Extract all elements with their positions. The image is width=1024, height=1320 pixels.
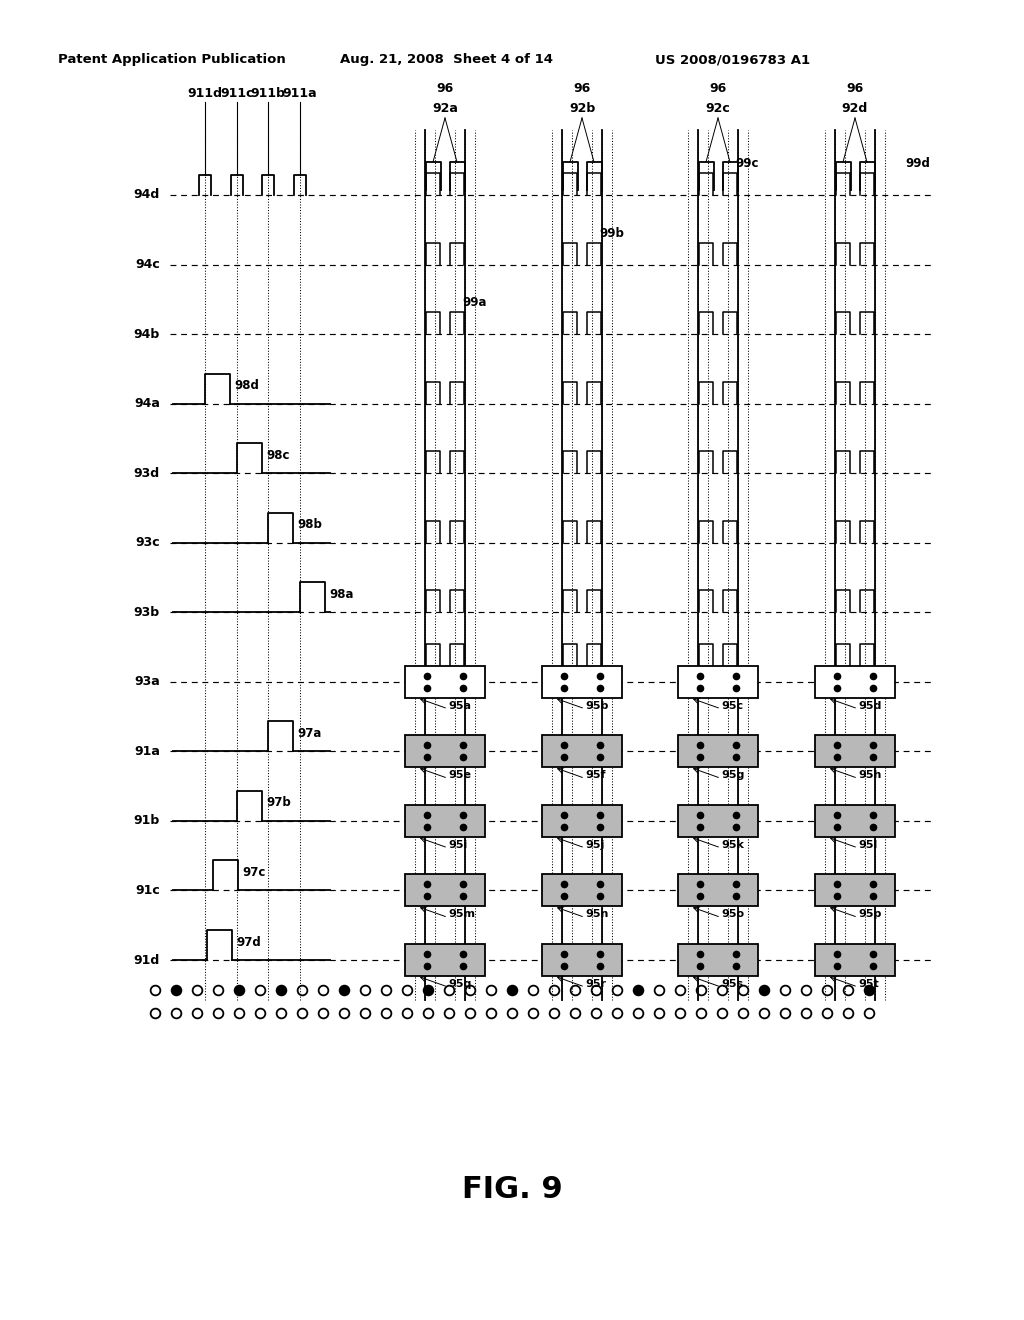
Text: 91d: 91d [134,953,160,966]
Text: 95q: 95q [449,979,471,989]
Text: 92b: 92b [569,102,595,115]
Text: 96: 96 [573,82,591,95]
Bar [678,735,758,767]
Bar [406,735,485,767]
Text: 97b: 97b [266,796,291,809]
Text: 95m: 95m [449,909,475,920]
Text: 93d: 93d [134,467,160,479]
Bar [815,874,895,907]
Text: 97c: 97c [242,866,265,879]
Text: 95o: 95o [721,909,744,920]
Bar [542,805,622,837]
Text: 95s: 95s [721,979,743,989]
Bar [542,944,622,975]
Text: 94a: 94a [134,397,160,411]
Text: 99a: 99a [462,296,486,309]
Text: 95f: 95f [585,771,605,780]
Text: 92d: 92d [842,102,868,115]
Text: 98b: 98b [297,519,322,531]
Text: 94d: 94d [134,189,160,202]
Bar [678,805,758,837]
Text: US 2008/0196783 A1: US 2008/0196783 A1 [655,54,810,66]
Text: 95h: 95h [858,771,882,780]
Text: 95p: 95p [858,909,882,920]
Bar [815,805,895,837]
Text: 98a: 98a [329,587,353,601]
Text: 911d: 911d [187,87,222,100]
Bar [815,944,895,975]
Text: 99b: 99b [599,227,624,239]
Bar [815,735,895,767]
Text: 95r: 95r [585,979,606,989]
Bar [406,874,485,907]
Bar [406,805,485,837]
Text: 99d: 99d [905,157,930,170]
Text: 95l: 95l [858,840,878,850]
Bar [815,665,895,698]
Text: 94c: 94c [135,257,160,271]
Text: 95b: 95b [585,701,608,710]
Text: 93a: 93a [134,676,160,688]
Text: 99c: 99c [735,157,759,170]
Bar [406,944,485,975]
Text: 91a: 91a [134,744,160,758]
Text: Aug. 21, 2008  Sheet 4 of 14: Aug. 21, 2008 Sheet 4 of 14 [340,54,553,66]
Bar [542,665,622,698]
Text: 92a: 92a [432,102,458,115]
Text: FIG. 9: FIG. 9 [462,1176,562,1204]
Text: 97a: 97a [297,727,322,741]
Bar [678,874,758,907]
Text: 96: 96 [710,82,727,95]
Bar [542,735,622,767]
Text: 91c: 91c [135,884,160,898]
Bar [406,665,485,698]
Text: 93b: 93b [134,606,160,619]
Bar [678,665,758,698]
Text: 92c: 92c [706,102,730,115]
Text: 94b: 94b [134,327,160,341]
Text: 95i: 95i [449,840,467,850]
Text: 95c: 95c [721,701,743,710]
Text: 95a: 95a [449,701,471,710]
Text: 911c: 911c [220,87,254,100]
Text: 95e: 95e [449,771,471,780]
Text: 91b: 91b [134,814,160,828]
Text: 95n: 95n [585,909,608,920]
Text: 98d: 98d [234,379,259,392]
Text: 96: 96 [436,82,454,95]
Text: 93c: 93c [135,536,160,549]
Text: 95k: 95k [721,840,743,850]
Text: 97d: 97d [236,936,261,949]
Text: 98c: 98c [266,449,290,462]
Text: 95j: 95j [585,840,604,850]
Text: 911b: 911b [251,87,286,100]
Text: 95d: 95d [858,701,882,710]
Bar [678,944,758,975]
Text: 95t: 95t [858,979,879,989]
Text: 96: 96 [847,82,863,95]
Bar [542,874,622,907]
Text: Patent Application Publication: Patent Application Publication [58,54,286,66]
Text: 95g: 95g [721,771,744,780]
Text: 911a: 911a [283,87,317,100]
